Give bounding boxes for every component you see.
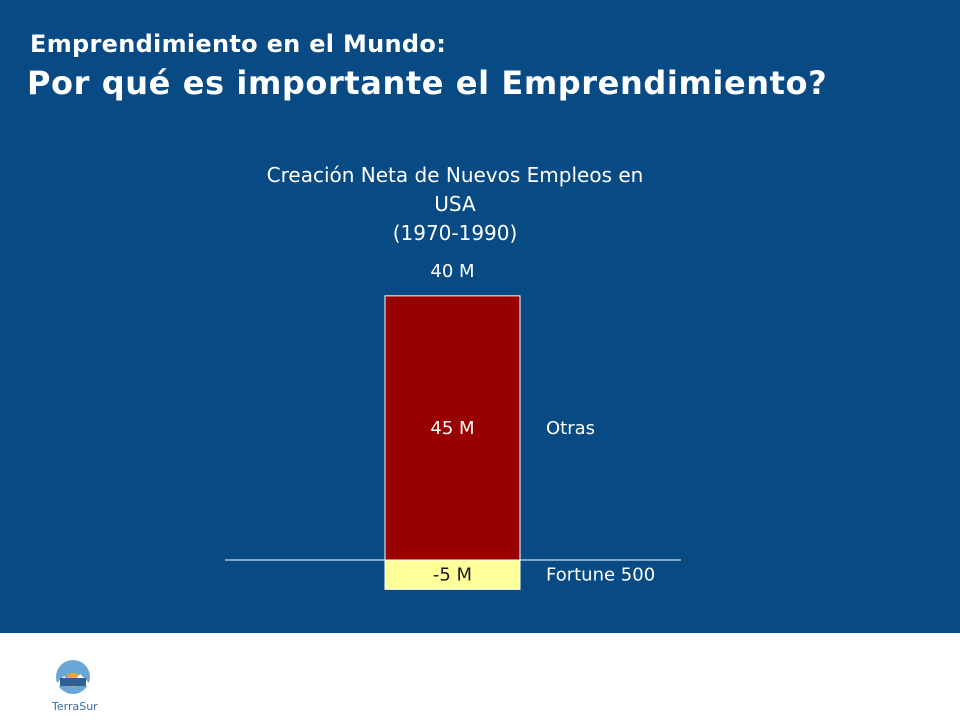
chart-title: Creación Neta de Nuevos Empleos en USA (… [200,161,710,248]
slide-title: Emprendimiento en el Mundo: [30,30,447,58]
chart-title-line-3: (1970-1990) [392,221,518,245]
logo-text: TerraSur [51,700,98,713]
slide-subtitle: Por qué es importante el Emprendimiento? [27,64,828,102]
bar-value-label-0: 45 M [430,418,474,439]
chart-title-line-1: Creación Neta de Nuevos Empleos en [266,163,644,187]
series-label-1: Fortune 500 [546,565,655,586]
bar-value-label-1: -5 M [433,565,472,586]
bar-segment-0 [384,295,521,561]
total-label: 40 M [430,261,474,282]
series-label-0: Otras [546,418,595,439]
footer [0,633,960,720]
chart-canvas: 45 M Otras -5 M Fortune 500 40 M [225,261,681,590]
chart-title-line-2: USA [434,192,476,216]
terrasur-logo: TerraSur [51,660,98,713]
